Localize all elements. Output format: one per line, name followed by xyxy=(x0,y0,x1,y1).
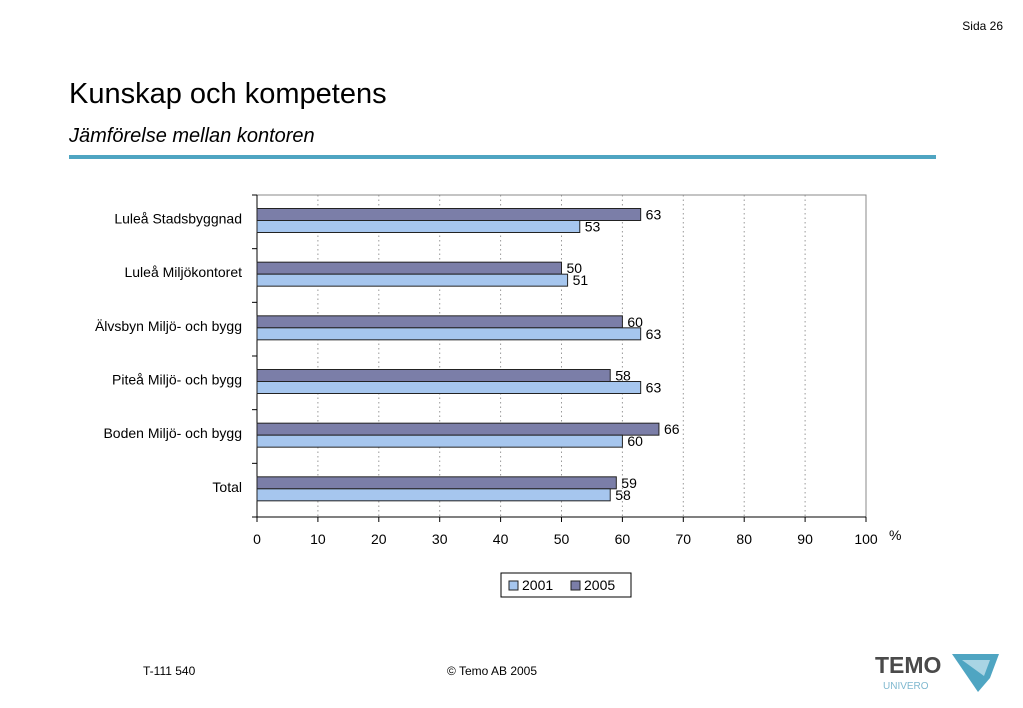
bar-2001 xyxy=(256,434,623,448)
data-label-2005: 50 xyxy=(567,260,583,276)
bar-2005 xyxy=(256,315,623,329)
category-label: Älvsbyn Miljö- och bygg xyxy=(95,318,242,334)
data-label-2005: 66 xyxy=(664,421,680,437)
data-label-2001: 63 xyxy=(646,326,662,342)
page-number: Sida 26 xyxy=(962,19,1003,33)
category-label: Piteå Miljö- och bygg xyxy=(112,372,242,388)
bar-2005 xyxy=(256,476,617,490)
plot-area xyxy=(256,194,867,518)
legend-swatch-2005 xyxy=(570,580,581,591)
title-divider xyxy=(69,155,936,159)
logo-shape-inner xyxy=(962,660,990,676)
bar-chart: 0 10 20 30 40 50 60 70 80 90 100 % Luleå Stadsbyggna… xyxy=(95,194,901,598)
category-label: Boden Miljö- och bygg xyxy=(103,425,242,441)
bar-2005 xyxy=(256,261,562,275)
data-label-2001: 51 xyxy=(573,272,589,288)
footer-copyright: © Temo AB 2005 xyxy=(447,664,538,678)
category-label: Luleå Miljökontoret xyxy=(124,264,242,280)
x-tick-label: 100 xyxy=(854,531,878,547)
data-label-2005: 60 xyxy=(627,314,643,330)
data-label-2005: 59 xyxy=(621,475,637,491)
x-tick-label: 40 xyxy=(493,531,509,547)
x-tick-label: 10 xyxy=(310,531,326,547)
footer-code: T-111 540 xyxy=(143,664,196,678)
data-label-2005: 63 xyxy=(646,207,662,223)
x-tick-label: 60 xyxy=(615,531,631,547)
bar-2001 xyxy=(256,220,581,233)
category-label: Total xyxy=(212,479,242,495)
data-label-2001: 63 xyxy=(646,380,662,396)
page-title: Kunskap och kompetens xyxy=(69,78,387,110)
x-tick-label: 30 xyxy=(432,531,448,547)
legend-label-2005: 2005 xyxy=(584,577,615,593)
bar-2001 xyxy=(256,327,642,341)
logo-subtext: UNIVERO xyxy=(883,681,929,692)
legend-label-2001: 2001 xyxy=(522,577,553,593)
x-tick-label: 80 xyxy=(736,531,752,547)
category-label: Luleå Stadsbyggnad xyxy=(114,211,242,227)
x-tick-label: 0 xyxy=(253,531,261,547)
bar-2005 xyxy=(256,422,660,436)
x-tick-label: 20 xyxy=(371,531,387,547)
bar-2005 xyxy=(256,369,611,382)
logo-text: TEMO xyxy=(875,652,941,678)
data-label-2001: 58 xyxy=(615,487,631,503)
x-tick-label: 90 xyxy=(797,531,813,547)
bar-2001 xyxy=(256,273,569,287)
bar-2001 xyxy=(256,488,611,502)
data-label-2001: 53 xyxy=(585,219,601,235)
data-label-2005: 58 xyxy=(615,368,631,384)
x-tick-label: 50 xyxy=(554,531,570,547)
page-subtitle: Jämförelse mellan kontoren xyxy=(69,125,315,147)
bar-2001 xyxy=(256,381,642,394)
data-label-2001: 60 xyxy=(627,433,643,449)
logo-shape xyxy=(952,654,999,692)
temo-logo: TEMO UNIVERO xyxy=(875,652,999,692)
x-tick-label: 70 xyxy=(676,531,692,547)
legend-swatch-2001 xyxy=(508,580,519,591)
legend-box xyxy=(500,572,632,598)
bar-2005 xyxy=(256,208,642,221)
x-unit-label: % xyxy=(889,527,901,543)
